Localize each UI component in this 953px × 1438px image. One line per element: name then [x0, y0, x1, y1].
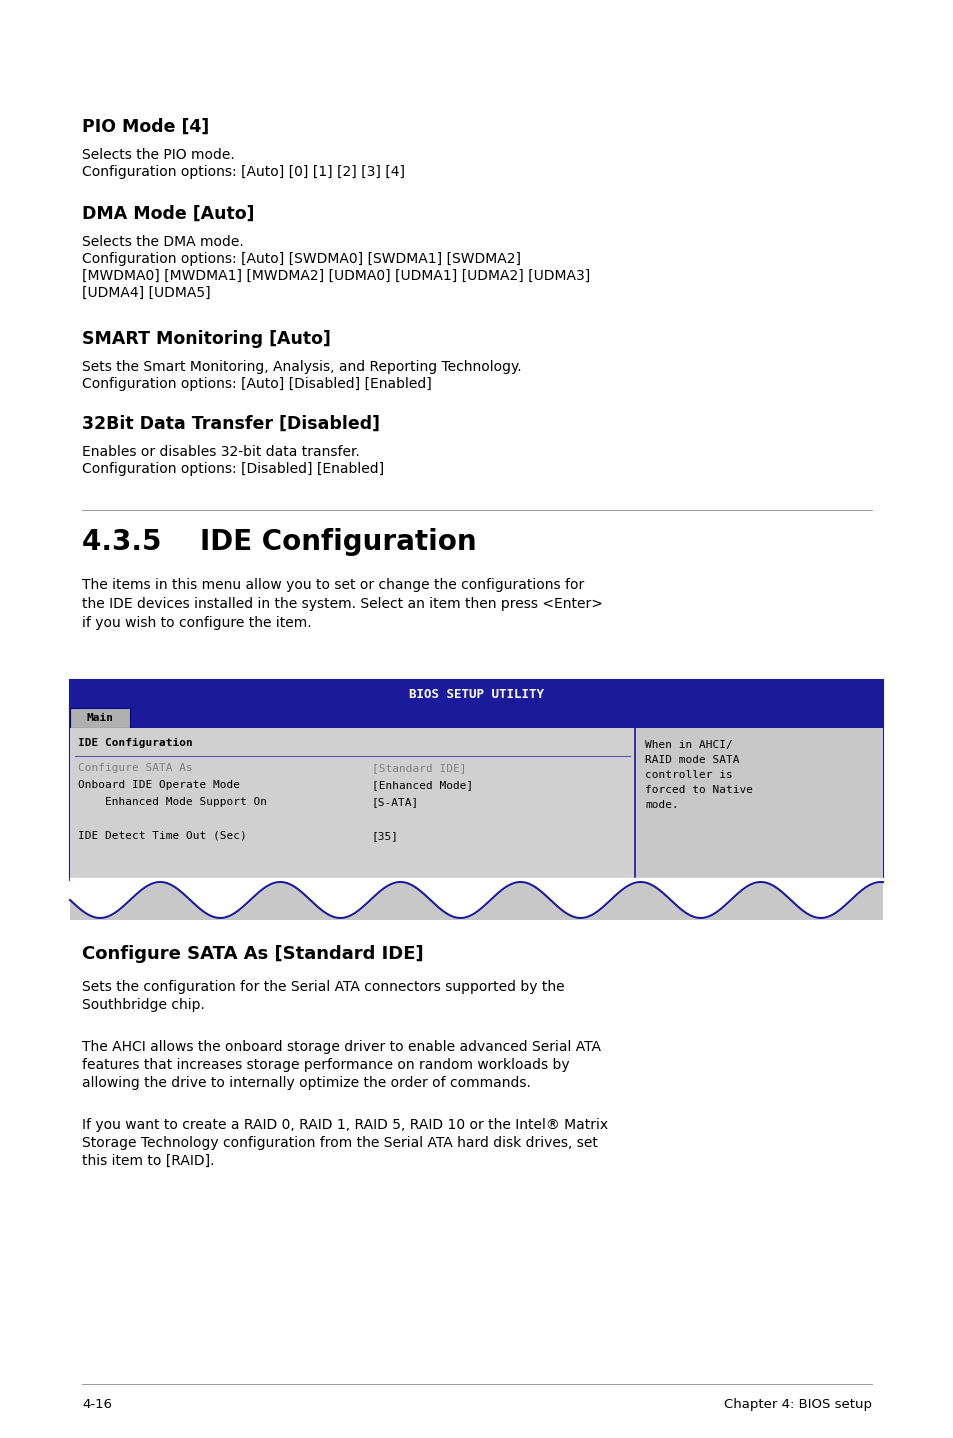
- Bar: [70, 728, 635, 880]
- Text: Sets the configuration for the Serial ATA connectors supported by the: Sets the configuration for the Serial AT…: [82, 981, 564, 994]
- Text: Configuration options: [Auto] [SWDMA0] [SWDMA1] [SWDMA2]: Configuration options: [Auto] [SWDMA0] […: [82, 252, 520, 266]
- Text: Enables or disables 32-bit data transfer.: Enables or disables 32-bit data transfer…: [82, 444, 359, 459]
- Text: IDE Detect Time Out (Sec): IDE Detect Time Out (Sec): [78, 831, 247, 841]
- Text: Enhanced Mode Support On: Enhanced Mode Support On: [78, 797, 267, 807]
- Text: [Standard IDE]: [Standard IDE]: [372, 764, 466, 774]
- Text: Selects the PIO mode.: Selects the PIO mode.: [82, 148, 234, 162]
- Text: The items in this menu allow you to set or change the configurations for: The items in this menu allow you to set …: [82, 578, 584, 592]
- Text: Configuration options: [Auto] [Disabled] [Enabled]: Configuration options: [Auto] [Disabled]…: [82, 377, 432, 391]
- Text: controller is: controller is: [644, 769, 732, 779]
- Text: [Enhanced Mode]: [Enhanced Mode]: [372, 779, 473, 789]
- Text: mode.: mode.: [644, 800, 678, 810]
- Text: IDE Configuration: IDE Configuration: [78, 738, 193, 748]
- Bar: [70, 880, 882, 920]
- Text: Onboard IDE Operate Mode: Onboard IDE Operate Mode: [78, 779, 240, 789]
- Text: The AHCI allows the onboard storage driver to enable advanced Serial ATA: The AHCI allows the onboard storage driv…: [82, 1040, 600, 1054]
- Text: Configure SATA As [Standard IDE]: Configure SATA As [Standard IDE]: [82, 945, 423, 963]
- Text: Storage Technology configuration from the Serial ATA hard disk drives, set: Storage Technology configuration from th…: [82, 1136, 598, 1150]
- Text: When in AHCI/: When in AHCI/: [644, 741, 732, 751]
- Text: RAID mode SATA: RAID mode SATA: [644, 755, 739, 765]
- Bar: [635, 728, 882, 880]
- Text: Sets the Smart Monitoring, Analysis, and Reporting Technology.: Sets the Smart Monitoring, Analysis, and…: [82, 360, 521, 374]
- Text: [UDMA4] [UDMA5]: [UDMA4] [UDMA5]: [82, 286, 211, 301]
- Text: forced to Native: forced to Native: [644, 785, 752, 795]
- Bar: [70, 680, 882, 880]
- Text: 4-16: 4-16: [82, 1398, 112, 1411]
- Text: [S-ATA]: [S-ATA]: [372, 797, 418, 807]
- Text: PIO Mode [4]: PIO Mode [4]: [82, 118, 209, 137]
- Text: BIOS SETUP UTILITY: BIOS SETUP UTILITY: [409, 687, 543, 700]
- Text: allowing the drive to internally optimize the order of commands.: allowing the drive to internally optimiz…: [82, 1076, 531, 1090]
- Bar: [70, 707, 130, 728]
- Text: 32Bit Data Transfer [Disabled]: 32Bit Data Transfer [Disabled]: [82, 416, 379, 433]
- Text: the IDE devices installed in the system. Select an item then press <Enter>: the IDE devices installed in the system.…: [82, 597, 602, 611]
- Text: Selects the DMA mode.: Selects the DMA mode.: [82, 234, 244, 249]
- Text: 4.3.5    IDE Configuration: 4.3.5 IDE Configuration: [82, 528, 476, 557]
- Bar: [70, 680, 882, 707]
- Text: if you wish to configure the item.: if you wish to configure the item.: [82, 615, 312, 630]
- Text: Configuration options: [Auto] [0] [1] [2] [3] [4]: Configuration options: [Auto] [0] [1] [2…: [82, 165, 405, 178]
- Text: If you want to create a RAID 0, RAID 1, RAID 5, RAID 10 or the Intel® Matrix: If you want to create a RAID 0, RAID 1, …: [82, 1117, 608, 1132]
- Text: Southbridge chip.: Southbridge chip.: [82, 998, 205, 1012]
- Text: SMART Monitoring [Auto]: SMART Monitoring [Auto]: [82, 329, 331, 348]
- Text: Configure SATA As: Configure SATA As: [78, 764, 193, 774]
- Text: Configuration options: [Disabled] [Enabled]: Configuration options: [Disabled] [Enabl…: [82, 462, 384, 476]
- Text: Chapter 4: BIOS setup: Chapter 4: BIOS setup: [723, 1398, 871, 1411]
- Text: features that increases storage performance on random workloads by: features that increases storage performa…: [82, 1058, 569, 1071]
- Text: [MWDMA0] [MWDMA1] [MWDMA2] [UDMA0] [UDMA1] [UDMA2] [UDMA3]: [MWDMA0] [MWDMA1] [MWDMA2] [UDMA0] [UDMA…: [82, 269, 590, 283]
- Text: Main: Main: [87, 713, 113, 723]
- Text: DMA Mode [Auto]: DMA Mode [Auto]: [82, 206, 254, 223]
- Text: [35]: [35]: [372, 831, 398, 841]
- Text: this item to [RAID].: this item to [RAID].: [82, 1155, 214, 1168]
- Bar: [70, 707, 882, 728]
